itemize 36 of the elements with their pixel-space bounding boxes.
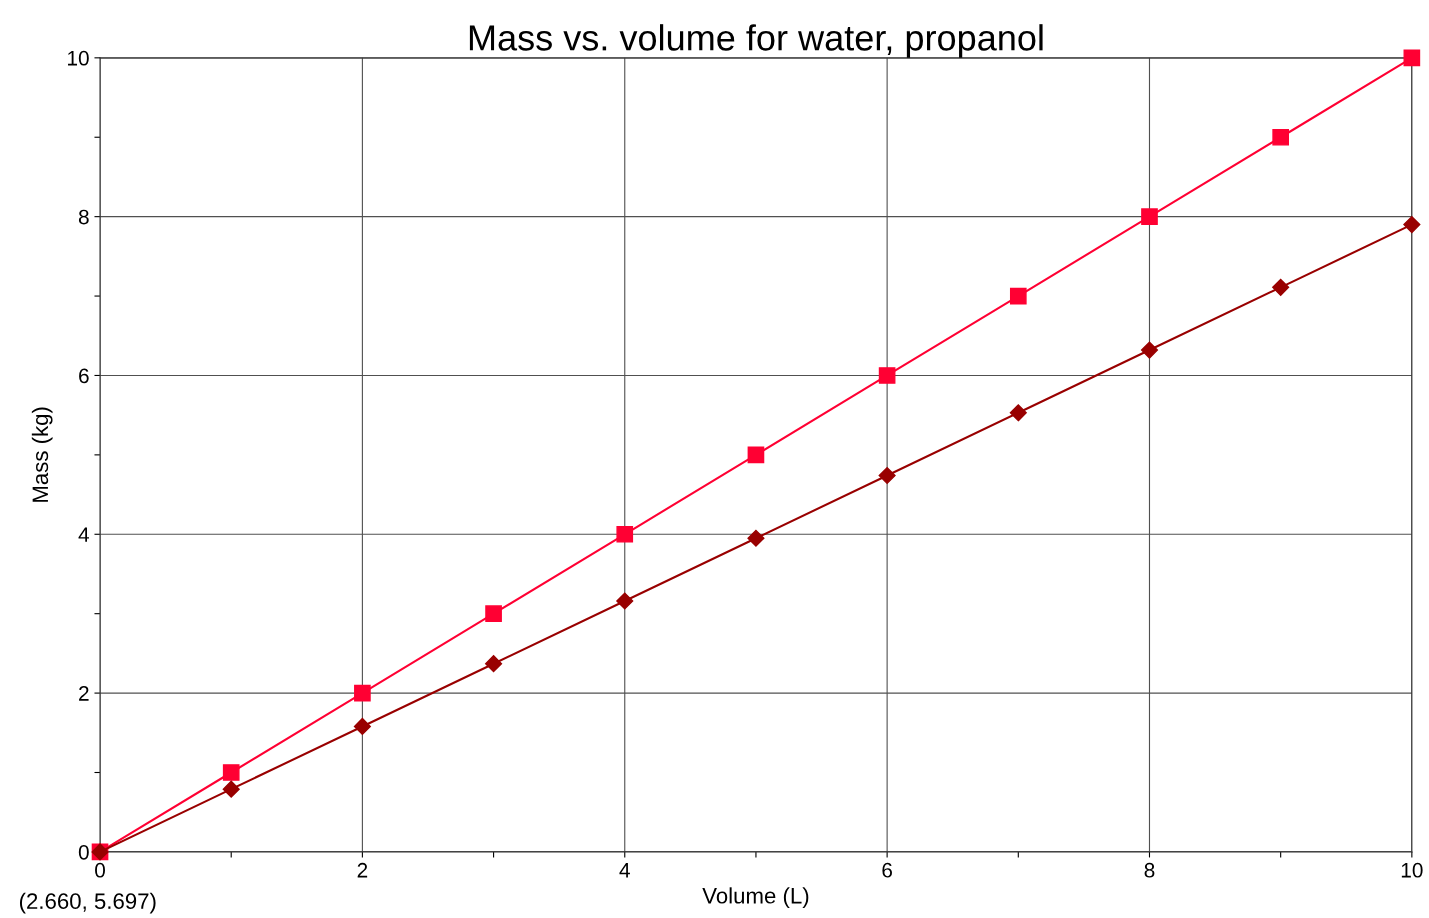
y-tick-label: 0 <box>78 844 89 860</box>
y-tick-label: 10 <box>68 50 89 66</box>
point <box>616 592 634 610</box>
point <box>1141 208 1158 225</box>
point <box>1272 278 1290 296</box>
point <box>1403 216 1421 234</box>
x-tick-label: 8 <box>1144 862 1155 878</box>
point <box>1009 287 1027 305</box>
point <box>747 446 765 464</box>
point <box>354 684 371 702</box>
x-tick-label: 10 <box>1401 862 1423 878</box>
point <box>878 367 896 384</box>
chart-title: Mass vs. volume for water, propanol <box>469 24 1043 58</box>
point <box>747 529 765 547</box>
point <box>353 717 371 735</box>
point <box>485 655 503 673</box>
point <box>222 764 240 781</box>
point <box>878 466 896 485</box>
point <box>616 525 634 543</box>
y-tick-label: 4 <box>78 527 89 542</box>
x-tick-label: 4 <box>619 863 630 878</box>
x-axis-title: Volume (L) <box>702 887 809 908</box>
y-tick-label: 8 <box>78 209 89 225</box>
text: (2.660, 5.697) <box>19 892 156 914</box>
y-tick-label: 2 <box>79 686 89 701</box>
point <box>222 780 240 798</box>
y-tick-label: 6 <box>79 368 89 384</box>
x-tick-label: 2 <box>357 862 368 878</box>
point <box>1403 49 1421 67</box>
x-tick-label: 6 <box>882 862 892 878</box>
point <box>1140 341 1159 359</box>
point <box>1272 128 1290 146</box>
y-axis-title: Mass (kg) <box>31 407 53 502</box>
point <box>485 605 502 623</box>
x-tick-label: 0 <box>95 862 106 878</box>
point <box>1009 404 1027 422</box>
